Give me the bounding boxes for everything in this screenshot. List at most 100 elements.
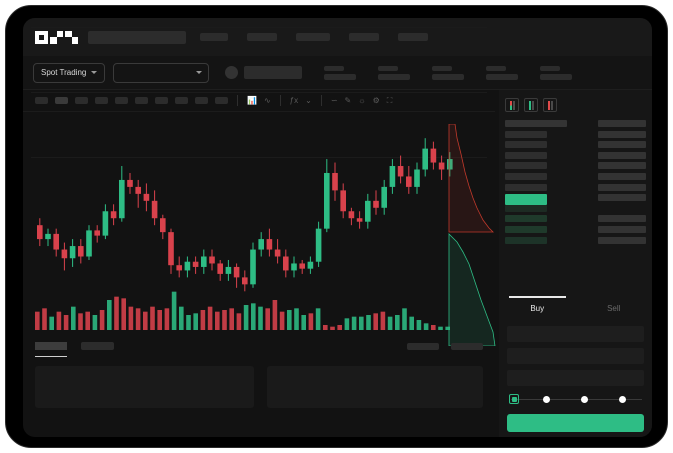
order-book-row-price <box>505 172 547 180</box>
fullscreen-icon[interactable]: ⛶ <box>386 95 393 105</box>
bottom-tab-order-history[interactable] <box>81 342 114 350</box>
wave-line-icon[interactable]: ∽ <box>330 95 338 105</box>
line-chart-icon[interactable]: ∿ <box>263 95 271 105</box>
order-book-row-price <box>505 236 547 244</box>
order-book-row[interactable] <box>505 172 646 180</box>
order-book-mode-switch <box>505 98 646 112</box>
timeframe-button-3[interactable] <box>95 97 108 104</box>
chart-toolbar: 📊 ∿ ƒx ⌄ ∽ ✎ ☼ ⚙ ⛶ <box>23 90 495 112</box>
stat-high-label <box>378 65 399 71</box>
order-book-row[interactable] <box>505 194 646 206</box>
slider-node-75[interactable] <box>619 395 626 403</box>
nav-item-5[interactable] <box>398 33 428 41</box>
price-chart[interactable] <box>23 26 495 332</box>
indicator-icon[interactable]: ƒx <box>289 95 299 105</box>
timeframe-button-2[interactable] <box>75 97 88 104</box>
market-type-selector[interactable]: Spot Trading <box>33 62 106 83</box>
order-book-row-amount <box>598 141 646 149</box>
timeframe-button-6[interactable] <box>155 97 168 104</box>
toolbar-divider <box>320 95 322 106</box>
order-book-row[interactable] <box>505 236 646 244</box>
order-book-row-amount <box>598 162 646 170</box>
order-form <box>499 320 652 437</box>
amount-percent-slider[interactable] <box>509 394 642 406</box>
slider-node-50[interactable] <box>581 395 588 403</box>
order-book-row-price <box>505 215 547 223</box>
stat-volume-quote <box>540 65 573 80</box>
gridline-0 <box>31 157 487 159</box>
chevron-down-icon[interactable]: ⌄ <box>305 95 312 105</box>
order-book-row-amount <box>598 236 646 244</box>
gridline-2 <box>31 26 487 28</box>
orderbook-mode-asks-icon[interactable] <box>543 98 557 112</box>
stat-low <box>432 65 465 80</box>
timeframe-button-0[interactable] <box>35 97 48 104</box>
order-book-row-amount <box>598 183 646 191</box>
timeframe-button-8[interactable] <box>195 97 208 104</box>
volume-series <box>35 291 450 330</box>
order-book-row-price <box>505 162 547 170</box>
gridline-1 <box>31 92 487 93</box>
order-book-row-amount <box>598 172 646 180</box>
timeframe-button-1[interactable] <box>55 97 68 104</box>
order-book-row-price <box>505 151 547 159</box>
stat-volume-base <box>486 65 519 80</box>
timeframe-button-9[interactable] <box>215 97 228 104</box>
tablet-device-frame: Spot Trading 📊 ∿ ƒx ⌄ ∽ ✎ ☼ ⚙ <box>5 5 668 448</box>
nav-item-1[interactable] <box>200 33 228 41</box>
nav-item-2[interactable] <box>247 33 277 41</box>
total-field[interactable] <box>507 370 644 386</box>
orderbook-mode-bids-icon[interactable] <box>524 98 538 112</box>
bottom-action-1[interactable] <box>407 342 439 350</box>
header-nav <box>200 33 428 41</box>
order-book-row[interactable] <box>505 183 646 191</box>
slider-node-25[interactable] <box>543 395 550 403</box>
candlestick-chart-icon[interactable]: 📊 <box>247 95 257 105</box>
tab-buy[interactable]: Buy <box>499 296 576 320</box>
okx-logo-icon[interactable] <box>35 30 78 44</box>
orders-panels <box>23 366 495 436</box>
camera-icon[interactable]: ☼ <box>358 95 366 105</box>
timeframe-button-5[interactable] <box>135 97 148 104</box>
market-stats <box>302 65 573 80</box>
order-book-row-amount <box>598 225 646 233</box>
market-type-label: Spot Trading <box>41 68 87 77</box>
order-book-row[interactable] <box>505 215 646 223</box>
order-book-row[interactable] <box>505 151 646 159</box>
bottom-panel-left[interactable] <box>35 366 254 408</box>
order-book-row[interactable] <box>505 225 646 233</box>
tab-sell[interactable]: Sell <box>607 303 621 313</box>
timeframe-button-4[interactable] <box>115 97 128 104</box>
settings-gear-icon[interactable]: ⚙ <box>372 95 380 105</box>
stat-volume-quote-label <box>540 65 561 71</box>
order-book-row-price <box>505 204 547 212</box>
chevron-down-icon <box>196 71 203 74</box>
order-book-row-price <box>505 141 547 149</box>
nav-item-4[interactable] <box>349 33 379 41</box>
amount-field[interactable] <box>507 348 644 364</box>
bottom-panel-right[interactable] <box>266 366 483 408</box>
pencil-icon[interactable]: ✎ <box>344 95 352 105</box>
order-book-row[interactable] <box>505 162 646 170</box>
stat-volume-quote-value <box>540 73 573 80</box>
slider-track <box>511 399 642 400</box>
submit-buy-button[interactable] <box>507 414 644 432</box>
search-input[interactable] <box>88 30 186 44</box>
pair-selector[interactable] <box>113 62 210 83</box>
bottom-action-2[interactable] <box>451 342 483 350</box>
order-book-row[interactable] <box>505 130 646 138</box>
bottom-tab-open-orders[interactable] <box>35 342 67 357</box>
app-screen: Spot Trading 📊 ∿ ƒx ⌄ ∽ ✎ ☼ ⚙ <box>23 18 652 437</box>
nav-item-3[interactable] <box>296 33 330 41</box>
orderbook-mode-both-icon[interactable] <box>505 98 519 112</box>
price-field[interactable] <box>507 326 644 342</box>
stat-change-value <box>324 73 357 80</box>
chevron-down-icon <box>91 71 98 74</box>
slider-handle[interactable] <box>509 394 519 404</box>
order-book-row[interactable] <box>505 120 646 127</box>
order-book-row[interactable] <box>505 204 646 212</box>
timeframe-button-7[interactable] <box>175 97 188 104</box>
order-book-row[interactable] <box>505 141 646 149</box>
orders-tabs <box>23 332 495 360</box>
order-book-row-amount <box>598 215 646 223</box>
